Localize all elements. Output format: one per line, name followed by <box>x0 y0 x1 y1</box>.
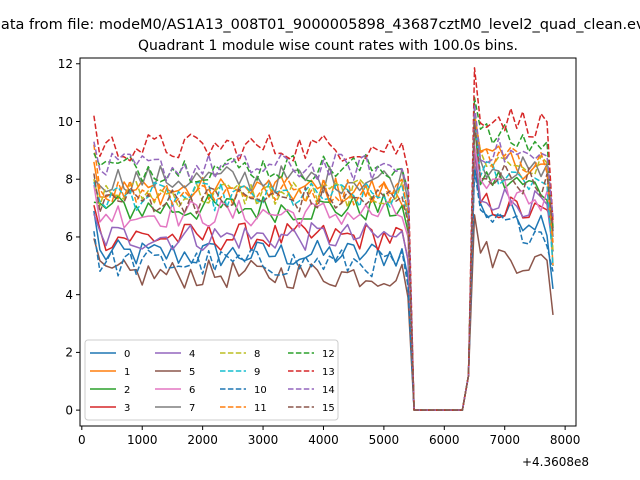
x-tick-label: 4000 <box>308 433 339 447</box>
plot-area <box>93 67 554 411</box>
y-tick-label: 0 <box>65 403 73 417</box>
series-line-6 <box>93 145 554 411</box>
y-tick-label: 8 <box>65 173 73 187</box>
series-line-4 <box>93 145 554 411</box>
x-tick-label: 6000 <box>429 433 460 447</box>
y-tick-label: 6 <box>65 230 73 244</box>
axes-title: Quadrant 1 module wise count rates with … <box>138 38 518 54</box>
legend-label-6: 6 <box>189 385 195 396</box>
legend-label-9: 9 <box>254 367 260 378</box>
series-line-13 <box>93 67 554 411</box>
legend-label-8: 8 <box>254 349 260 360</box>
y-tick-label: 2 <box>65 346 73 360</box>
legend-label-5: 5 <box>189 367 195 378</box>
legend-label-1: 1 <box>124 367 130 378</box>
axis-ticks: 0 1000 2000 3000 4000 5000 6000 7000 80000246810… <box>58 57 581 447</box>
legend-box <box>84 339 339 421</box>
y-tick-label: 4 <box>65 288 73 302</box>
series-line-12 <box>93 96 554 411</box>
x-tick-label: 3000 <box>248 433 279 447</box>
legend-label-15: 15 <box>322 403 335 414</box>
legend-label-3: 3 <box>124 403 130 414</box>
legend-label-0: 0 <box>124 349 130 360</box>
legend-label-11: 11 <box>254 403 267 414</box>
y-tick-label: 12 <box>58 57 73 71</box>
y-tick-label: 10 <box>58 115 73 129</box>
legend-label-2: 2 <box>124 385 130 396</box>
axes-frame <box>79 57 577 427</box>
x-tick-label: 7000 <box>489 433 520 447</box>
legend-label-7: 7 <box>189 403 195 414</box>
x-tick-label: 0 <box>78 433 86 447</box>
x-tick-label: 8000 <box>550 433 581 447</box>
legend-label-12: 12 <box>322 349 335 360</box>
series-line-14 <box>93 103 554 411</box>
series-line-10 <box>93 169 554 411</box>
figure-suptitle: Data from file: modeM0/AS1A13_008T01_900… <box>0 17 640 33</box>
x-tick-label: 5000 <box>369 433 400 447</box>
legend-label-13: 13 <box>322 367 335 378</box>
series-line-5 <box>93 214 554 411</box>
legend-label-10: 10 <box>254 385 267 396</box>
x-axis-offset-label: +4.3608e8 <box>522 455 589 469</box>
series-line-15 <box>93 121 554 411</box>
series-line-11 <box>93 113 554 411</box>
legend-label-14: 14 <box>322 385 335 396</box>
x-tick-label: 2000 <box>187 433 218 447</box>
legend-label-4: 4 <box>189 349 195 360</box>
x-tick-label: 1000 <box>127 433 158 447</box>
